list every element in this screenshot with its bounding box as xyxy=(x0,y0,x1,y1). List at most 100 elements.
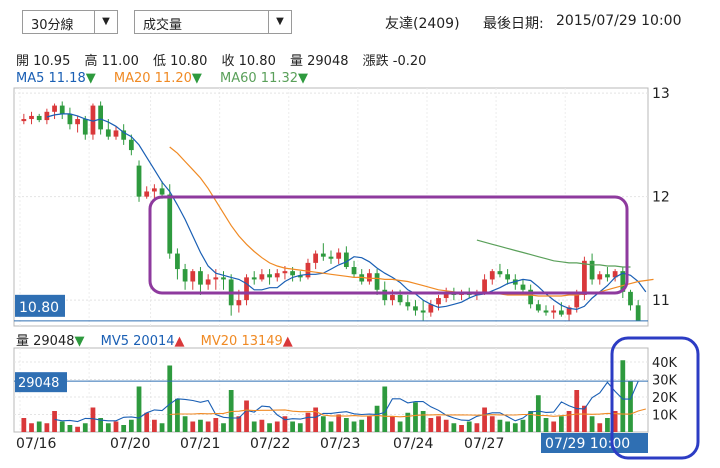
volume-bar xyxy=(420,411,426,432)
candle-body xyxy=(175,253,180,270)
volume-panel xyxy=(13,347,649,433)
vol-legend: 量 29048▼ xyxy=(16,334,85,349)
ma60-label: MA60 11.32 xyxy=(220,71,299,86)
candle-body xyxy=(59,105,65,114)
last-date-label: 最後日期: xyxy=(483,16,544,32)
candle-body xyxy=(113,130,119,137)
close-value: 收 10.80 xyxy=(221,54,276,69)
volume-bar xyxy=(21,418,27,432)
candle-body xyxy=(528,289,534,305)
candle-body xyxy=(620,271,626,292)
volume-bar xyxy=(612,411,618,432)
volume-bar xyxy=(620,360,626,432)
candle-body xyxy=(443,291,449,299)
volume-bar xyxy=(244,400,249,432)
ma5-label: MA5 11.18 xyxy=(16,71,86,86)
volume-bar xyxy=(29,423,34,432)
x-tick-label: 07/21 xyxy=(180,436,220,452)
volume-bar xyxy=(405,412,411,432)
volume-bar xyxy=(466,421,472,432)
indicator-select[interactable]: 成交量 ▼ xyxy=(134,10,292,34)
mv20-label: MV20 13149 xyxy=(200,334,283,349)
price-tick-label: 11 xyxy=(652,293,670,309)
ma20-legend: MA20 11.20▼ xyxy=(114,71,202,86)
volume-tick-label: 40K xyxy=(652,356,678,371)
reference-volume-tag xyxy=(15,372,67,393)
volume-bar xyxy=(397,421,403,432)
candle-body xyxy=(543,310,549,313)
volume-bar xyxy=(113,421,119,432)
volume-bar xyxy=(328,421,334,432)
candle-body xyxy=(405,302,411,307)
ma5-legend: MA5 11.18▼ xyxy=(16,71,96,86)
candle-body xyxy=(152,188,157,192)
candle-body xyxy=(612,271,618,278)
volume-tick-label: 10K xyxy=(652,409,678,424)
reference-volume-label: 29048 xyxy=(18,376,59,391)
candle-body xyxy=(436,298,441,305)
current-price-tag xyxy=(15,294,65,317)
mv20-legend: MV20 13149▲ xyxy=(201,334,293,349)
volume-bar xyxy=(59,421,65,432)
high-value: 高 11.00 xyxy=(84,54,139,69)
volume-bar xyxy=(159,423,165,432)
triangle-up-icon: ▲ xyxy=(282,334,293,349)
volume-tick-label: 30K xyxy=(652,374,678,389)
volume-bar xyxy=(44,423,50,432)
candle-body xyxy=(374,273,380,290)
candle-body xyxy=(21,119,27,122)
candle-body xyxy=(420,310,426,313)
volume-bar xyxy=(290,421,295,432)
candle-body xyxy=(520,284,526,290)
candle-body xyxy=(182,269,188,282)
candle-body xyxy=(82,119,88,135)
ohlc-summary: 開 10.95 高 11.00 低 10.80 收 10.80 量 29048 … xyxy=(16,50,436,69)
volume-tick-label: 20K xyxy=(652,391,678,406)
volume-bar xyxy=(259,419,265,432)
candle-body xyxy=(574,294,580,308)
volume-bar xyxy=(512,423,518,432)
candle-body xyxy=(98,105,104,130)
candle-body xyxy=(167,194,173,254)
volume-bar xyxy=(428,418,434,432)
chevron-down-icon[interactable]: ▼ xyxy=(94,11,117,33)
candle-body xyxy=(397,294,403,303)
candle-body xyxy=(121,130,127,140)
x-tick-label: 07/22 xyxy=(250,436,290,452)
candle-body xyxy=(282,271,288,274)
price-tick-label: 12 xyxy=(652,190,670,206)
candle-body xyxy=(558,310,564,315)
volume-bar xyxy=(359,419,365,432)
candle-body xyxy=(213,277,219,280)
interval-select[interactable]: 30分線 ▼ xyxy=(22,10,118,34)
candle-body xyxy=(497,271,503,275)
x-tick-label: 07/24 xyxy=(393,436,433,452)
price-panel xyxy=(13,87,649,327)
candle-body xyxy=(297,275,303,278)
candle-body xyxy=(582,260,587,295)
candle-body xyxy=(67,113,73,125)
candle-body xyxy=(505,274,510,280)
volume-bar xyxy=(136,386,142,432)
candle-body xyxy=(267,274,272,278)
volume-bar xyxy=(520,419,526,432)
candle-body xyxy=(635,305,641,321)
volume-bar xyxy=(182,416,188,432)
volume-bar xyxy=(543,418,549,432)
volume-bar xyxy=(190,421,196,432)
chevron-down-icon[interactable]: ▼ xyxy=(268,11,291,33)
mv20-line xyxy=(169,408,646,418)
volume-bar xyxy=(144,412,150,432)
volume-bar xyxy=(390,416,395,432)
candle-body xyxy=(274,273,280,278)
x-tick-label: 07/27 xyxy=(464,436,504,452)
volume-bar xyxy=(198,419,203,432)
indicator-select-label: 成交量 xyxy=(143,18,183,33)
volume-bar xyxy=(374,405,380,432)
candle-body xyxy=(305,262,311,278)
candle-body xyxy=(428,304,434,313)
candle-body xyxy=(52,105,57,112)
volume-bar xyxy=(251,421,257,432)
volume-bar xyxy=(574,390,580,432)
